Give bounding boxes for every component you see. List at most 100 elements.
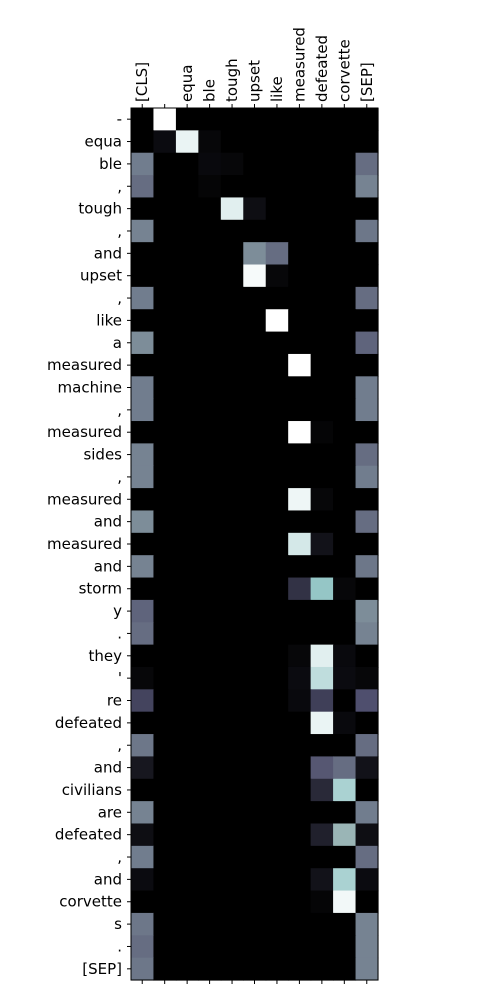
heatmap-cell — [175, 398, 199, 422]
heatmap-cell — [198, 644, 222, 668]
heatmap-cell — [243, 152, 267, 176]
y-tick-label: measured — [47, 423, 122, 441]
heatmap-cell — [265, 689, 289, 713]
heatmap-cell — [265, 488, 289, 512]
heatmap-cell — [288, 465, 312, 489]
heatmap-cell — [310, 957, 334, 981]
heatmap-cell — [243, 555, 267, 579]
y-tick-label: , — [117, 401, 122, 419]
heatmap-cell — [153, 376, 177, 400]
y-tick-label: civilians — [62, 781, 122, 799]
heatmap-cell — [333, 152, 357, 176]
heatmap-cell — [220, 555, 244, 579]
heatmap-cell — [220, 264, 244, 288]
heatmap-cell — [175, 555, 199, 579]
heatmap-cell — [333, 622, 357, 646]
heatmap-cell — [220, 778, 244, 802]
heatmap-cell — [220, 331, 244, 355]
heatmap-cell — [355, 510, 379, 534]
heatmap-cell — [355, 935, 379, 959]
y-tick-label: , — [117, 468, 122, 486]
heatmap-cell — [265, 443, 289, 467]
heatmap-cell — [310, 555, 334, 579]
heatmap-cell — [243, 130, 267, 154]
heatmap-cell — [355, 599, 379, 623]
heatmap-cell — [310, 756, 334, 780]
heatmap-cell — [310, 644, 334, 668]
heatmap-cell — [265, 175, 289, 199]
heatmap-cell — [243, 823, 267, 847]
y-tick-label: they — [89, 647, 123, 665]
heatmap-cell — [131, 734, 155, 758]
heatmap-cell — [310, 197, 334, 221]
heatmap-cell — [153, 555, 177, 579]
heatmap-cell — [198, 756, 222, 780]
heatmap-cell — [243, 309, 267, 333]
y-tick-label: measured — [47, 490, 122, 508]
heatmap-cell — [310, 443, 334, 467]
heatmap-cell — [310, 353, 334, 377]
heatmap-cell — [243, 108, 267, 131]
heatmap-cell — [355, 331, 379, 355]
heatmap-cell — [355, 108, 379, 131]
heatmap-cell — [333, 890, 357, 914]
heatmap-cell — [243, 577, 267, 601]
heatmap-cell — [175, 711, 199, 735]
heatmap-cell — [198, 599, 222, 623]
heatmap-cell — [220, 242, 244, 266]
y-tick-label: - — [117, 110, 122, 128]
heatmap-cell — [131, 868, 155, 892]
heatmap-cell — [198, 868, 222, 892]
heatmap-cell — [220, 801, 244, 825]
heatmap-cell — [288, 644, 312, 668]
heatmap-cell — [153, 666, 177, 690]
x-tick-label: [SEP] — [358, 62, 376, 102]
heatmap-cell — [355, 152, 379, 176]
heatmap-cell — [243, 376, 267, 400]
x-tick-label: like — [268, 76, 286, 102]
heatmap-cell — [175, 756, 199, 780]
heatmap-cell — [198, 264, 222, 288]
heatmap-cell — [265, 197, 289, 221]
heatmap-cell — [265, 264, 289, 288]
heatmap-cell — [153, 510, 177, 534]
heatmap-cell — [288, 801, 312, 825]
heatmap-cell — [265, 666, 289, 690]
heatmap-cell — [243, 644, 267, 668]
heatmap-cell — [288, 555, 312, 579]
heatmap-cell — [153, 130, 177, 154]
heatmap-cell — [355, 443, 379, 467]
heatmap-cell — [153, 577, 177, 601]
heatmap-cell — [175, 376, 199, 400]
heatmap-cell — [310, 309, 334, 333]
heatmap-cell — [220, 912, 244, 936]
heatmap-cell — [153, 264, 177, 288]
heatmap-cell — [288, 711, 312, 735]
heatmap-cell — [153, 465, 177, 489]
heatmap-cell — [175, 868, 199, 892]
heatmap-cell — [153, 935, 177, 959]
heatmap-cell — [355, 644, 379, 668]
heatmap-cell — [243, 264, 267, 288]
heatmap-cell — [175, 175, 199, 199]
heatmap-cell — [355, 912, 379, 936]
heatmap-cell — [310, 845, 334, 869]
heatmap-cell — [288, 286, 312, 310]
heatmap-cell — [310, 599, 334, 623]
heatmap-cell — [153, 286, 177, 310]
heatmap-cell — [131, 286, 155, 310]
heatmap-cell — [265, 376, 289, 400]
heatmap-cell — [131, 890, 155, 914]
heatmap-cell — [175, 734, 199, 758]
y-tick-label: equa — [85, 133, 122, 151]
heatmap-cell — [198, 398, 222, 422]
heatmap-cell — [355, 353, 379, 377]
heatmap-cell — [131, 778, 155, 802]
heatmap-cell — [288, 331, 312, 355]
y-tick-label: sides — [83, 446, 122, 464]
heatmap-cell — [175, 197, 199, 221]
heatmap-cell — [333, 219, 357, 243]
heatmap-cell — [265, 130, 289, 154]
y-tick-label: defeated — [55, 714, 122, 732]
heatmap-cell — [220, 219, 244, 243]
